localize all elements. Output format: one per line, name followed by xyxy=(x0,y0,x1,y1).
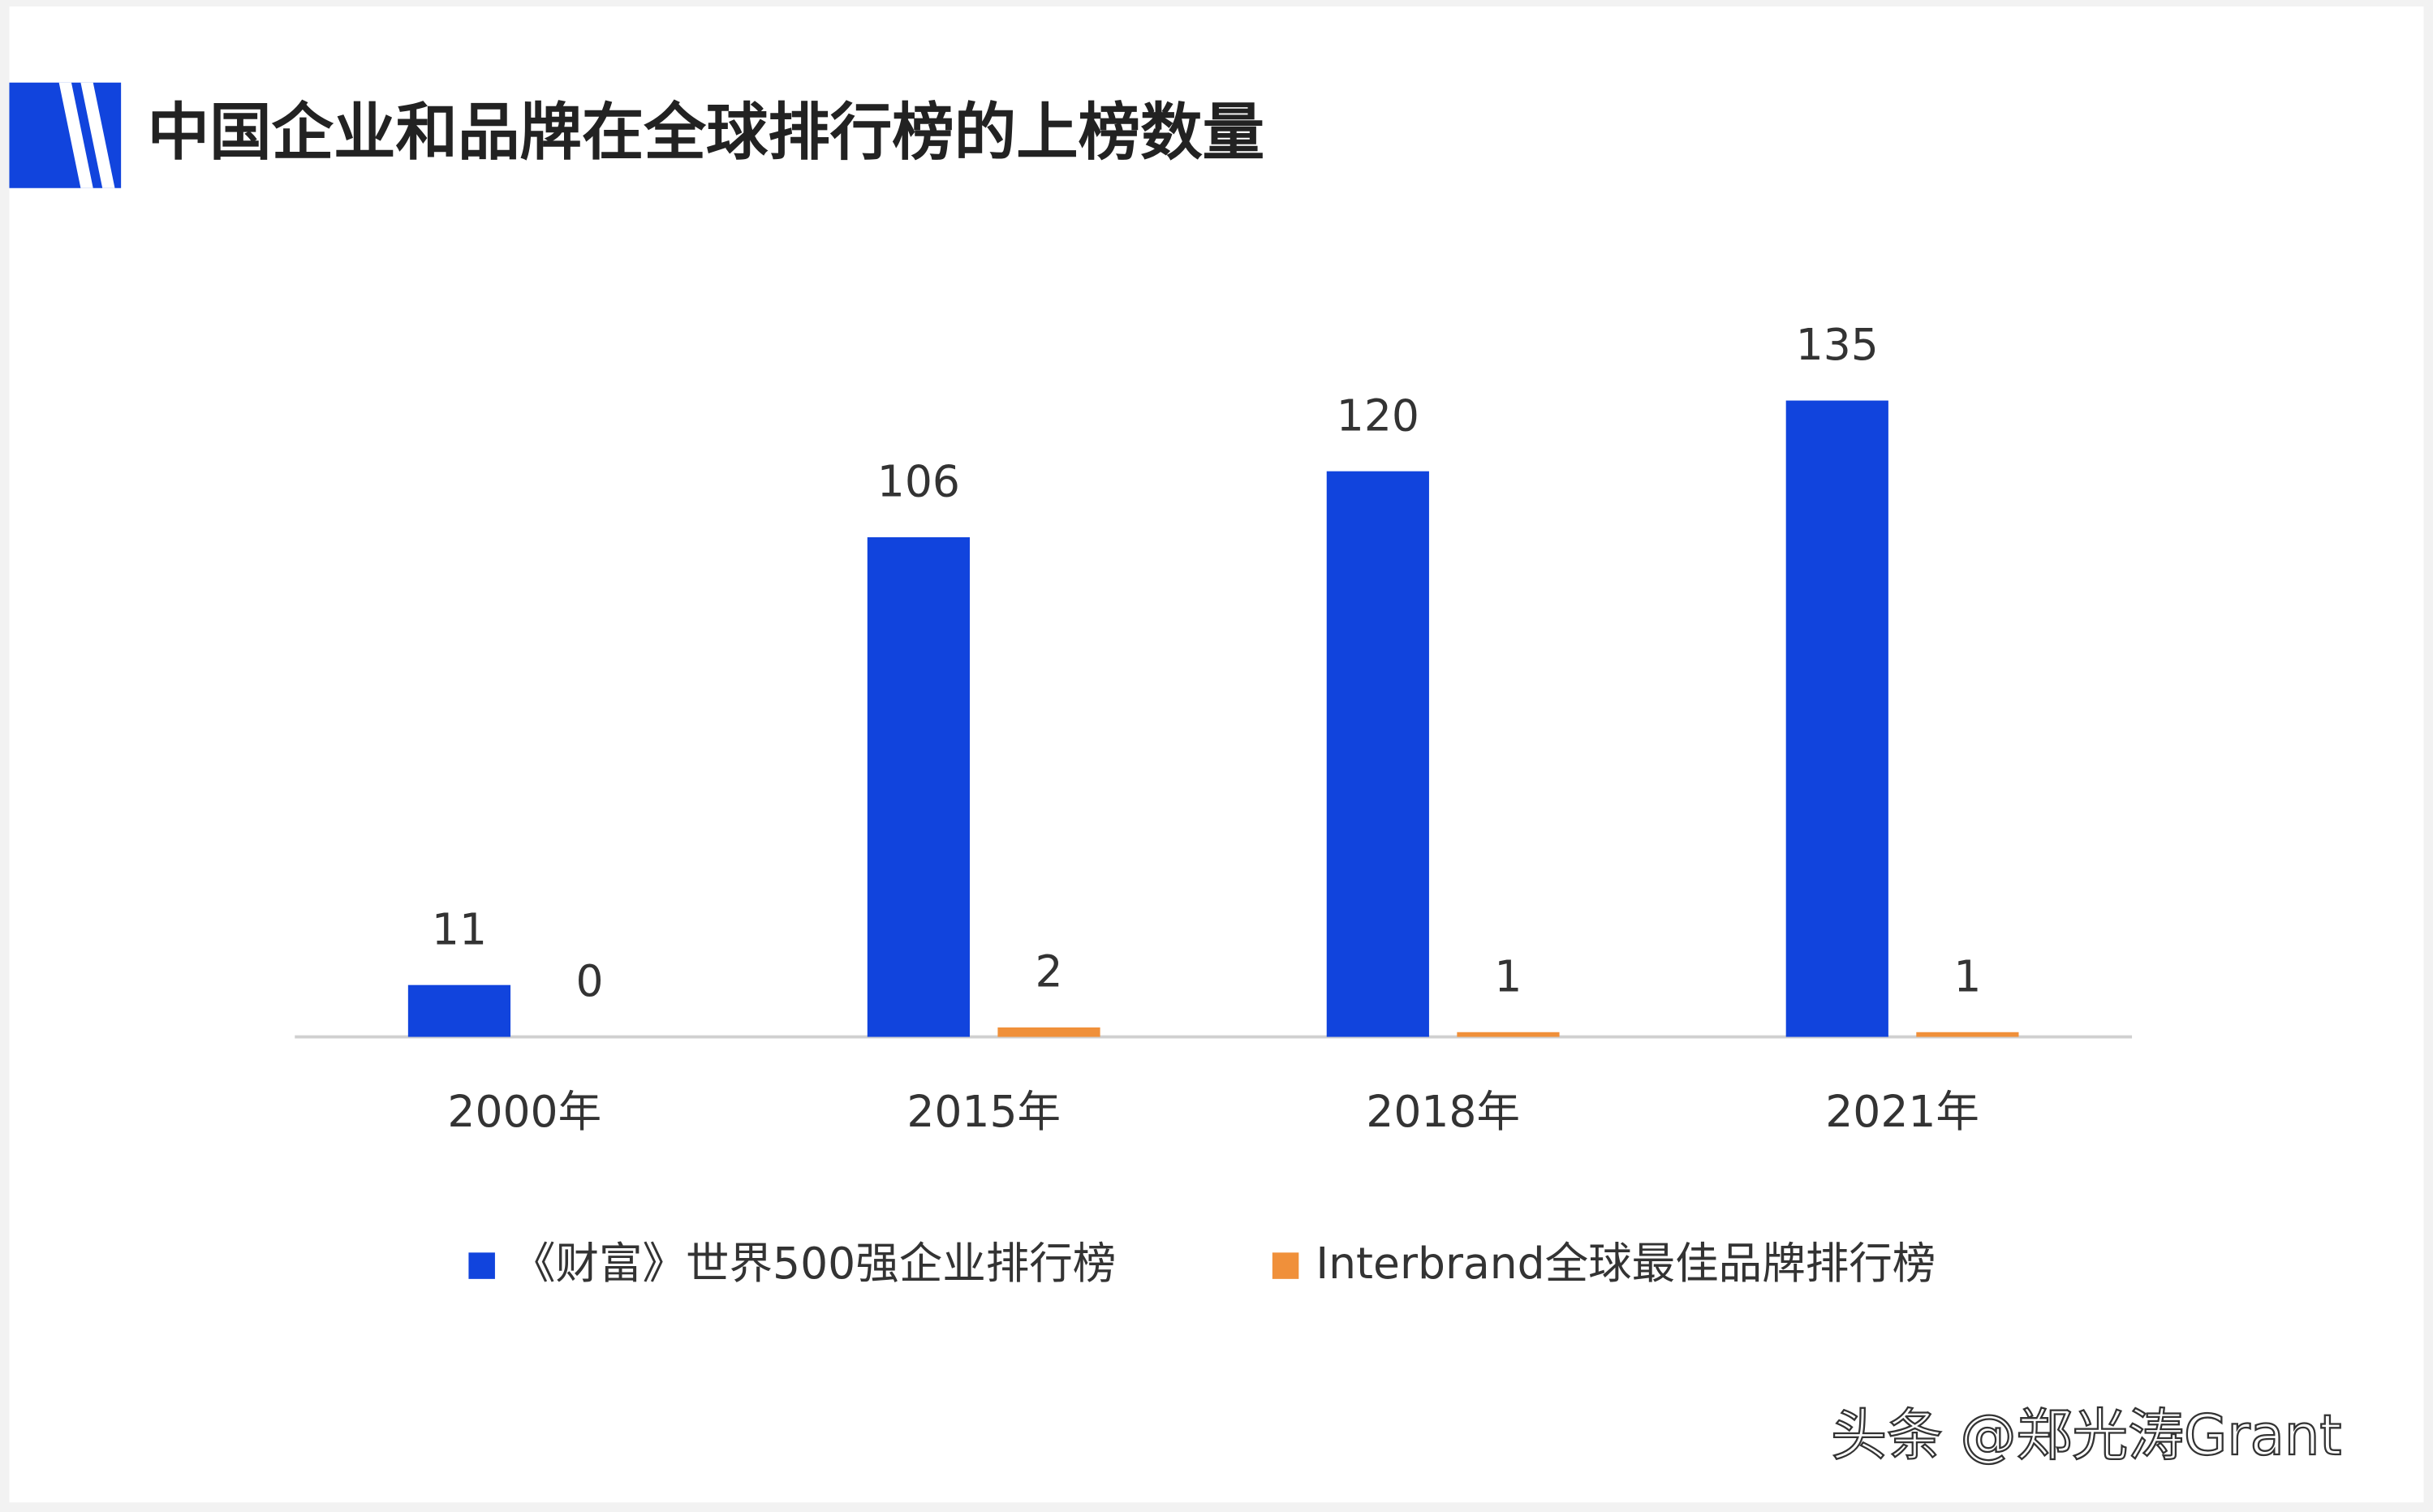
bar xyxy=(997,1027,1100,1037)
value-label: 106 xyxy=(877,456,960,507)
legend-label: Interbrand全球最佳品牌排行榜 xyxy=(1316,1238,1936,1289)
bar xyxy=(407,984,511,1037)
title-marker xyxy=(9,82,122,188)
value-label: 0 xyxy=(576,955,604,1006)
bar xyxy=(1916,1032,2019,1037)
value-label: 2 xyxy=(1035,946,1062,997)
value-label: 1 xyxy=(1494,950,1522,1002)
x-tick-label: 2018年 xyxy=(1366,1086,1520,1137)
bar xyxy=(1326,471,1429,1037)
legend-label: 《财富》世界500强企业排行榜 xyxy=(512,1238,1116,1289)
legend-swatch xyxy=(468,1252,495,1279)
x-tick-label: 2000年 xyxy=(447,1086,601,1137)
watermark: 头条 @郑光涛Grant xyxy=(1831,1403,2341,1468)
x-tick-label: 2021年 xyxy=(1825,1086,1979,1137)
value-label: 120 xyxy=(1337,390,1419,441)
background xyxy=(9,6,2424,1503)
chart-title: 中国企业和品牌在全球排行榜的上榜数量 xyxy=(148,97,1264,170)
legend-swatch xyxy=(1272,1252,1299,1279)
value-label: 1 xyxy=(1953,950,1981,1002)
x-tick-label: 2015年 xyxy=(906,1086,1061,1137)
value-label: 11 xyxy=(432,903,487,954)
value-label: 135 xyxy=(1796,319,1879,370)
bar xyxy=(1457,1032,1560,1037)
bar xyxy=(867,536,970,1037)
bar xyxy=(1785,400,1888,1037)
